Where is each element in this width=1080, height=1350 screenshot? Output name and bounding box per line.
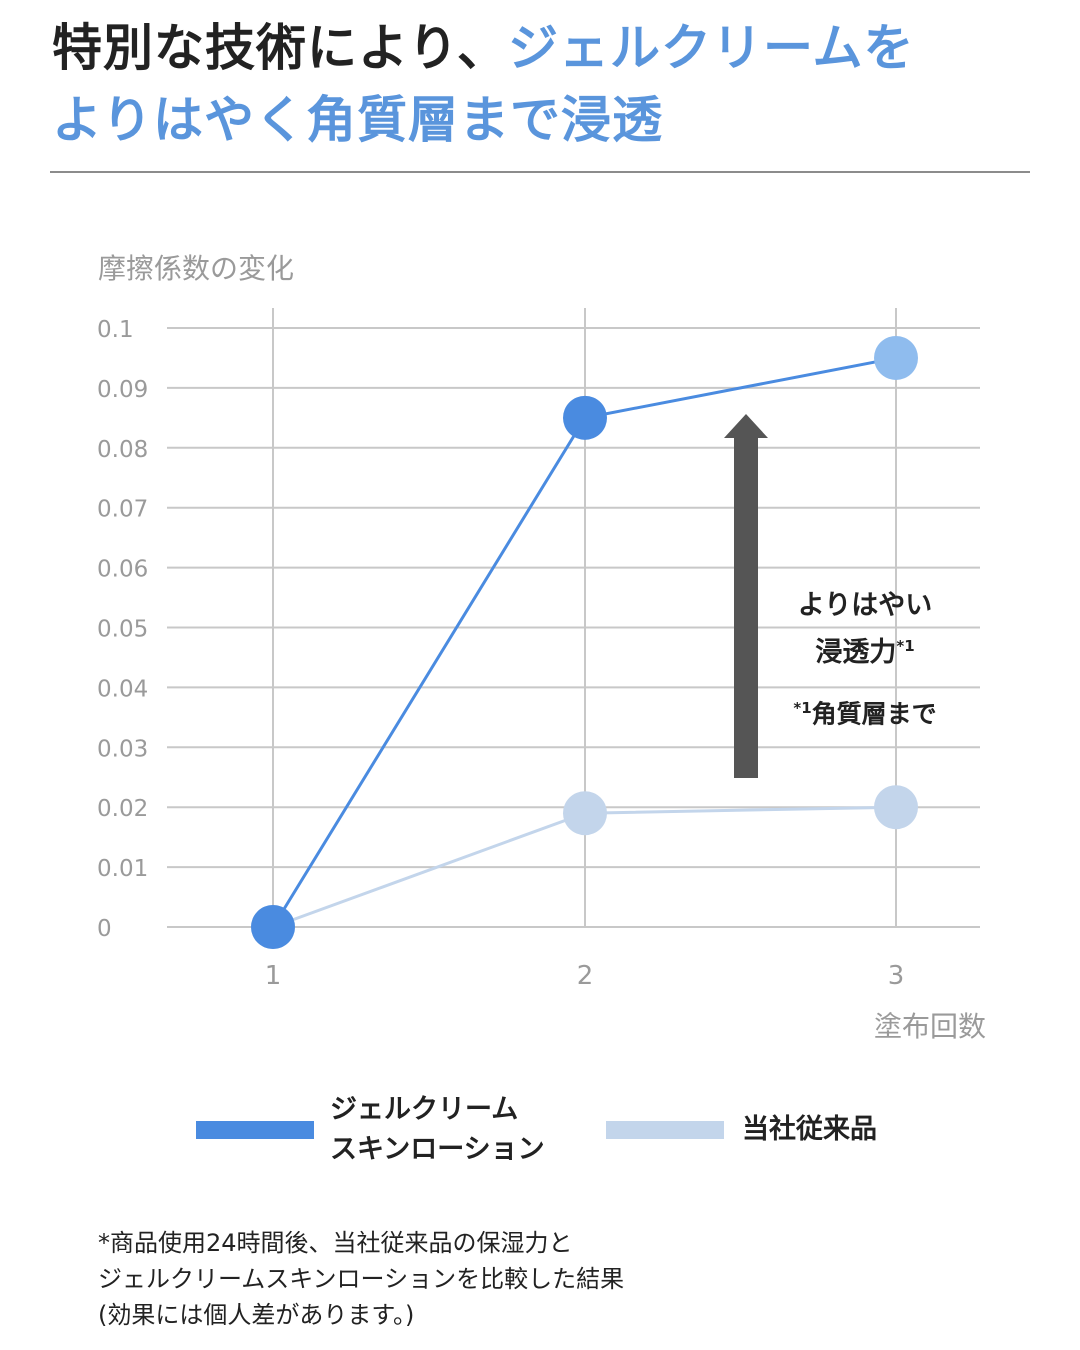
annotation-line2: 浸透力 [815, 637, 897, 668]
legend-label-conventional: 当社従来品 [742, 1114, 877, 1145]
footnote-line2: ジェルクリームスキンローションを比較した結果 [98, 1265, 625, 1293]
header-divider [50, 171, 1030, 173]
y-tick-label: 0.05 [97, 617, 148, 643]
annotation-foot-sup: *1 [793, 699, 812, 717]
heading-blue-text-2: よりはやく角質層まで浸透 [52, 91, 663, 149]
y-tick-label: 0.1 [97, 317, 134, 343]
footnote: *商品使用24時間後、当社従来品の保湿力と ジェルクリームスキンローションを比較… [98, 1225, 998, 1333]
data-point-conventional [563, 791, 607, 836]
x-tick-label: 1 [265, 961, 282, 991]
y-tick-label: 0.08 [97, 437, 148, 463]
y-tick-label: 0.03 [97, 736, 148, 762]
up-arrow-shaft [734, 436, 758, 778]
legend-swatch-gel-cream [196, 1121, 314, 1139]
data-point-gel-cream [563, 395, 607, 440]
friction-chart: 0 0.01 0.02 0.03 0.04 0.05 0.06 0.07 0.08 0.09 0.1… [97, 252, 986, 1043]
y-tick-label: 0.09 [97, 377, 148, 403]
heading-black-text: 特別な技術により、 [52, 19, 508, 77]
y-tick-label: 0.06 [97, 557, 148, 583]
legend-label-gel-cream: ジェルクリーム スキンローション [330, 1090, 545, 1170]
page-heading: 特別な技術により、ジェルクリームを よりはやく角質層まで浸透 [52, 12, 1042, 156]
footnote-line1: *商品使用24時間後、当社従来品の保湿力と [98, 1229, 573, 1257]
annotation-foot-text: 角質層まで [811, 699, 937, 729]
footnote-line3: (効果には個人差があります。) [98, 1301, 415, 1329]
y-tick-label: 0.04 [97, 676, 148, 702]
y-axis-title: 摩擦係数の変化 [98, 252, 294, 285]
x-axis-title: 塗布回数 [874, 1010, 986, 1043]
data-point-gel-cream [251, 905, 295, 949]
y-tick-label: 0.02 [97, 796, 148, 822]
x-tick-label: 2 [577, 961, 594, 991]
x-tick-label: 3 [888, 961, 905, 991]
data-point-conventional [874, 785, 918, 830]
annotation-line1: よりはやい [797, 590, 933, 621]
legend-label-gel-cream-line1: ジェルクリーム [330, 1094, 519, 1125]
up-arrow-head [724, 414, 768, 438]
legend-swatch-conventional [606, 1121, 724, 1139]
y-tick-label: 0.01 [97, 856, 148, 882]
heading-blue-text-1: ジェルクリームを [508, 19, 915, 77]
annotation-footnote: *1角質層まで [760, 690, 970, 732]
legend-label-gel-cream-line2: スキンローション [330, 1134, 545, 1165]
annotation-sup: *1 [896, 637, 915, 655]
data-point-gel-cream [874, 335, 918, 380]
y-tick-label: 0 [97, 916, 112, 942]
y-tick-label: 0.07 [97, 497, 148, 523]
annotation-main: よりはやい 浸透力*1 [770, 586, 960, 673]
